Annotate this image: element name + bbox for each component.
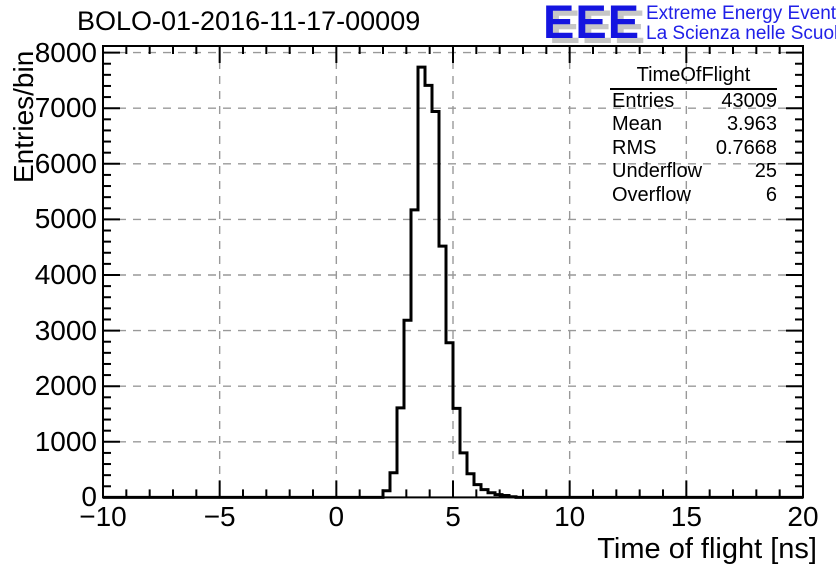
x-tick-label: 10	[554, 501, 586, 532]
stats-value: 43009	[721, 90, 777, 112]
eee-logo-icon: EEE	[543, 0, 641, 48]
x-tick-label: 20	[787, 501, 819, 532]
stats-value: 25	[754, 160, 777, 183]
stats-value: 0.7668	[715, 136, 777, 159]
eee-logo-text: Extreme Energy Events La Scienza nelle S…	[646, 4, 836, 43]
x-axis-title: Time of flight [ns]	[597, 533, 817, 565]
x-tick-label: −10	[79, 501, 127, 532]
y-tick-label: 2000	[34, 370, 97, 402]
y-tick-label: 6000	[34, 147, 97, 179]
x-tick-label: 5	[445, 501, 461, 532]
x-tick-label: −5	[203, 501, 236, 532]
x-tick-label: 0	[328, 501, 345, 532]
y-tick-label: 3000	[34, 314, 97, 346]
x-tick-label: 15	[670, 501, 702, 532]
stats-row: RMS 0.7668	[610, 137, 777, 160]
logo-line2: La Scienza nelle Scuole	[646, 22, 836, 44]
stats-label: Overflow	[612, 183, 691, 206]
page-title: BOLO-01-2016-11-17-00009	[77, 6, 421, 36]
stats-value: 6	[765, 183, 777, 206]
y-tick-label: 7000	[34, 92, 97, 124]
histogram-line	[103, 65, 803, 499]
y-tick-label: 1000	[34, 425, 97, 457]
stats-box: TimeOfFlight Entries 43009 Mean 3.963 RM…	[610, 64, 777, 207]
stats-title: TimeOfFlight	[610, 64, 777, 90]
stats-row: Underflow 25	[610, 160, 777, 183]
stats-value: 3.963	[726, 113, 777, 136]
y-tick-label: 8000	[34, 36, 97, 68]
stats-label: Mean	[612, 113, 663, 136]
stats-row: Mean 3.963	[610, 113, 777, 136]
y-tick-label: 0	[81, 481, 97, 513]
stats-label: RMS	[612, 136, 657, 159]
y-tick-label: 5000	[34, 203, 97, 235]
stats-row: Overflow 6	[610, 184, 777, 207]
stats-row: Entries 43009	[610, 90, 777, 113]
y-tick-label: 4000	[34, 259, 97, 290]
stats-label: Underflow	[612, 160, 703, 183]
stats-label: Entries	[612, 90, 675, 112]
logo-line1: Extreme Energy Events	[646, 3, 836, 24]
